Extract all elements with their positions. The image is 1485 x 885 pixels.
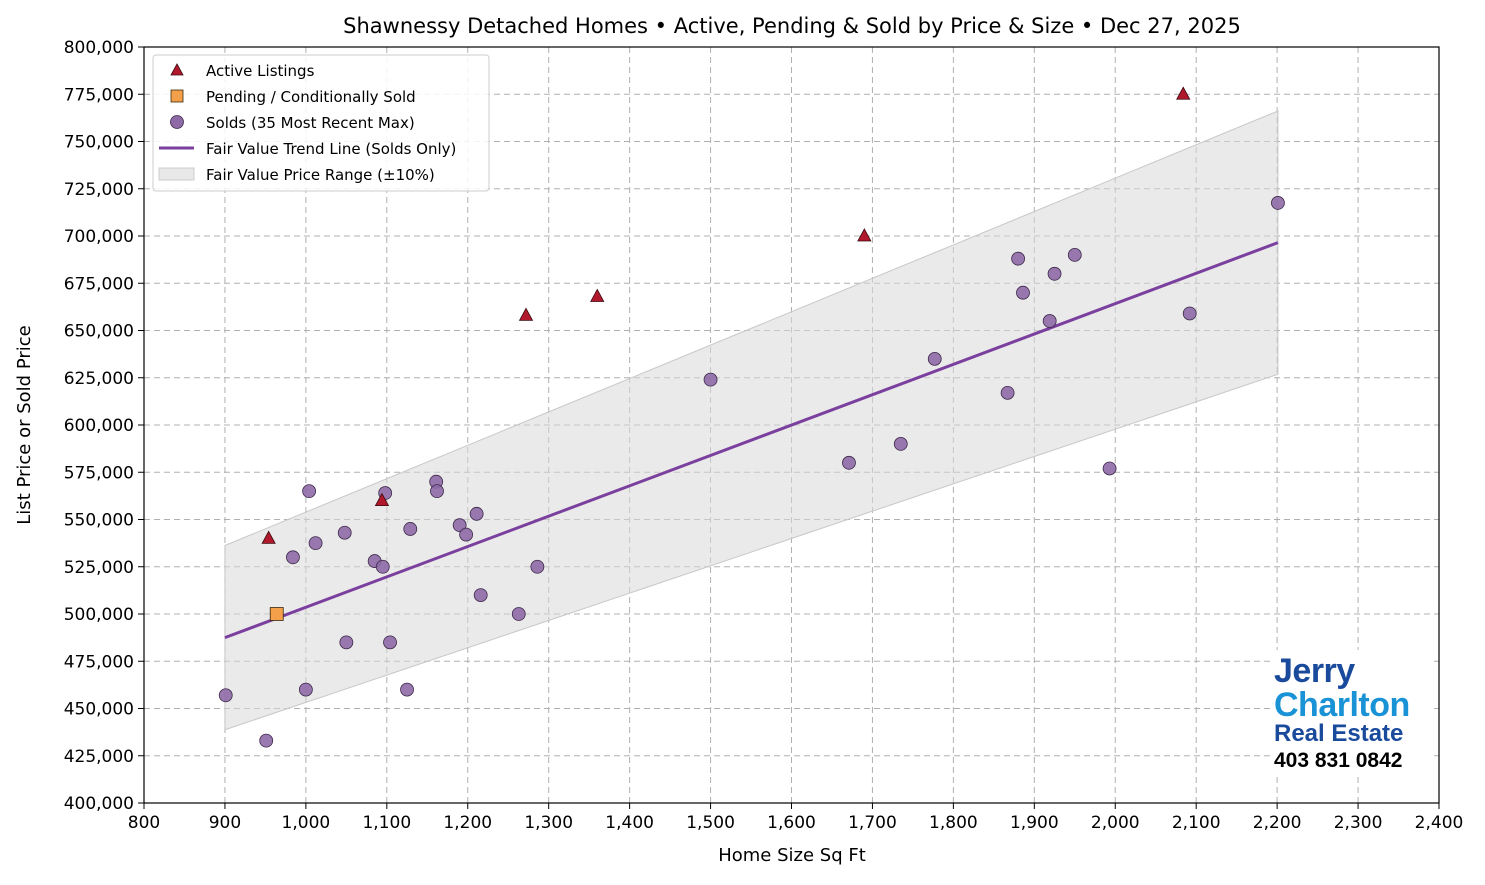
y-tick-label: 750,000	[64, 133, 134, 153]
legend-label-pending: Pending / Conditionally Sold	[206, 88, 416, 106]
sold-point	[403, 522, 418, 536]
y-tick-label: 600,000	[64, 416, 134, 436]
y-tick-label: 725,000	[64, 180, 134, 200]
sold-point	[1011, 251, 1026, 266]
sold-point	[259, 733, 274, 748]
x-tick-label: 1,700	[848, 813, 897, 833]
x-tick-label: 1,500	[686, 813, 735, 833]
y-tick-label: 650,000	[64, 322, 134, 342]
sold-point	[927, 351, 942, 366]
jerry-charlton-logo: Jerry Charlton Real Estate 403 831 0842	[1272, 650, 1431, 775]
x-tick-label: 2,200	[1253, 813, 1302, 833]
logo-line3: Real Estate	[1274, 720, 1404, 747]
legend-label-solds: Solds (35 Most Recent Max)	[206, 114, 415, 132]
sold-point	[703, 372, 718, 387]
sold-point	[286, 550, 300, 565]
y-axis-label: List Price or Sold Price	[14, 325, 35, 524]
active-listing-point	[857, 228, 872, 242]
x-tick-label: 1,300	[524, 813, 573, 833]
fair-value-band	[224, 110, 1279, 731]
x-tick-label: 900	[209, 813, 241, 833]
x-tick-label: 1,200	[443, 813, 492, 833]
fair-value-trend-line	[224, 241, 1279, 640]
data-marks	[218, 86, 1285, 748]
logo-line1: Jerry	[1274, 652, 1355, 690]
legend-square-icon	[170, 89, 184, 103]
x-tick-label: 2,300	[1334, 813, 1383, 833]
sold-point	[218, 688, 233, 703]
sold-point	[452, 518, 467, 533]
chart-title: Shawnessy Detached Homes • Active, Pendi…	[343, 14, 1241, 38]
sold-point	[1047, 266, 1062, 281]
y-tick-label: 400,000	[64, 794, 134, 814]
sold-point	[1271, 196, 1285, 210]
y-tick-label: 625,000	[64, 369, 134, 389]
legend-label-range: Fair Value Price Range (±10%)	[206, 166, 435, 184]
legend-circle-icon	[170, 115, 184, 129]
sold-point	[469, 506, 484, 521]
x-tick-label: 800	[128, 813, 160, 833]
sold-point	[375, 559, 390, 574]
active-listing-point	[1176, 86, 1191, 100]
pending-point	[269, 607, 284, 621]
x-axis-label: Home Size Sq Ft	[718, 845, 866, 866]
sold-point	[298, 682, 313, 697]
fair-value-range-band	[224, 110, 1279, 731]
legend-box	[152, 54, 490, 192]
sold-point	[383, 635, 397, 650]
sold-point	[1042, 314, 1057, 328]
active-listing-point	[374, 492, 390, 507]
x-tick-label: 2,100	[1172, 813, 1221, 833]
legend-triangle-icon	[170, 63, 184, 76]
sold-point	[1067, 247, 1082, 262]
x-tick-label: 1,100	[362, 813, 411, 833]
y-tick-label: 525,000	[64, 558, 134, 578]
sold-point	[1182, 306, 1197, 321]
sold-point	[530, 559, 545, 574]
sold-point	[1102, 461, 1117, 476]
y-tick-label: 700,000	[64, 227, 134, 247]
x-tick-label: 2,400	[1415, 813, 1464, 833]
logo-phone: 403 831 0842	[1274, 749, 1403, 772]
sold-point	[511, 607, 526, 621]
y-tick-label: 550,000	[64, 511, 134, 531]
sold-point	[842, 455, 856, 470]
y-tick-label: 450,000	[64, 700, 134, 720]
x-tick-label: 1,000	[282, 813, 331, 833]
x-tick-label: 1,800	[929, 813, 978, 833]
x-tick-label: 1,900	[1010, 813, 1059, 833]
x-tick-label: 1,400	[605, 813, 654, 833]
y-tick-label: 675,000	[64, 274, 134, 294]
y-tick-label: 800,000	[64, 38, 134, 58]
active-listing-point	[261, 530, 276, 544]
legend-band-icon	[158, 167, 195, 181]
y-tick-label: 500,000	[64, 605, 134, 625]
sold-point	[1016, 285, 1030, 300]
sold-point	[337, 525, 352, 540]
legend: Active Listings Pending / Conditionally …	[152, 54, 490, 192]
legend-label-trend: Fair Value Trend Line (Solds Only)	[206, 140, 456, 158]
y-tick-label: 775,000	[64, 85, 134, 105]
active-listing-point	[518, 307, 534, 321]
active-listing-point	[590, 288, 605, 302]
ticks: 800 900 1,000 1,100 1,200 1,300 1,400 1,500 1,60…	[64, 38, 1464, 833]
sold-point	[308, 536, 323, 551]
sold-point	[400, 682, 414, 697]
sold-point	[459, 527, 474, 542]
logo-line2: Charlton	[1274, 686, 1410, 724]
sold-point	[1000, 385, 1015, 400]
sold-point	[302, 484, 317, 499]
sold-point	[473, 588, 488, 602]
y-tick-label: 425,000	[64, 747, 134, 767]
y-tick-label: 475,000	[64, 652, 134, 672]
legend-label-active: Active Listings	[206, 62, 315, 80]
sold-point	[893, 436, 908, 451]
x-tick-label: 1,600	[767, 813, 816, 833]
y-tick-label: 575,000	[64, 463, 134, 483]
x-tick-label: 2,000	[1091, 813, 1140, 833]
sold-point	[430, 484, 444, 499]
sold-point	[339, 635, 354, 650]
